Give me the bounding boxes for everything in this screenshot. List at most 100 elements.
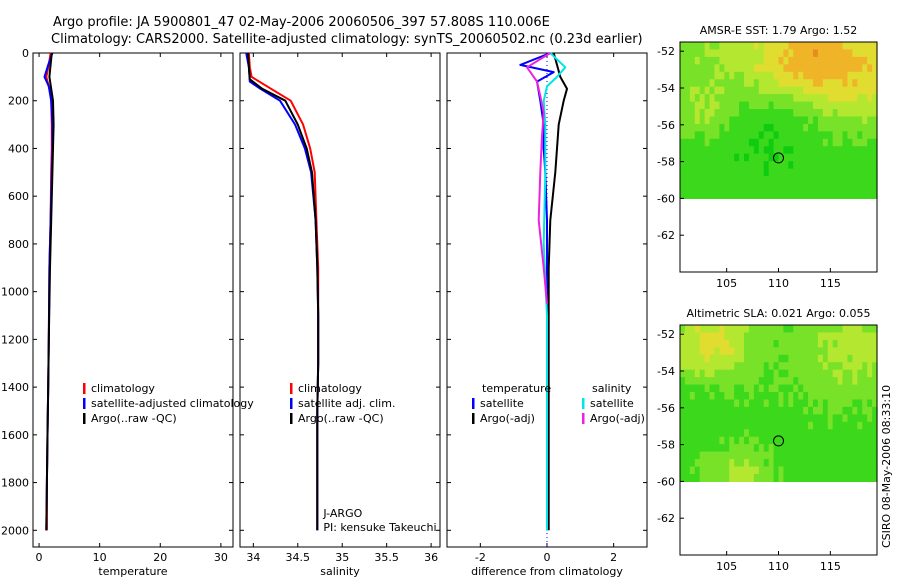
heatmap-cell <box>832 399 839 408</box>
heatmap-cell <box>862 406 868 415</box>
heatmap-cell <box>699 146 706 155</box>
heatmap-cell <box>837 138 844 147</box>
heatmap-cell <box>837 183 844 192</box>
heatmap-cell <box>783 451 789 460</box>
heatmap-cell <box>827 190 834 199</box>
heatmap-cell <box>694 64 701 73</box>
heatmap-cell <box>694 176 701 185</box>
heatmap-cell <box>852 123 858 132</box>
heatmap-cell <box>734 116 740 125</box>
heatmap-cell <box>798 429 804 438</box>
heatmap-cell <box>862 146 868 155</box>
heatmap-cell <box>812 429 819 438</box>
heatmap-cell <box>803 183 809 192</box>
heatmap-cell <box>847 161 853 170</box>
heatmap-cell <box>788 362 794 371</box>
heatmap-cell <box>689 183 696 192</box>
heatmap-cell <box>724 168 730 177</box>
heatmap-cell <box>847 168 853 177</box>
heatmap-cell <box>817 466 824 475</box>
heatmap-cell <box>714 369 720 378</box>
heatmap-cell <box>709 64 716 73</box>
heatmap-cell <box>793 109 799 118</box>
heatmap-cell <box>832 49 839 58</box>
heatmap-cell <box>783 406 789 415</box>
heatmap-cell <box>719 138 725 147</box>
heatmap-cell <box>827 399 834 408</box>
heatmap-cell <box>680 190 686 199</box>
heatmap-cell <box>857 161 863 170</box>
heatmap-cell <box>753 399 760 408</box>
heatmap-cell <box>827 347 834 356</box>
heatmap-cell <box>724 161 730 170</box>
heatmap-cell <box>808 101 814 110</box>
heatmap-cell <box>842 49 849 58</box>
heatmap-cell <box>862 325 868 334</box>
heatmap-cell <box>689 109 696 118</box>
heatmap-cell <box>748 153 755 162</box>
heatmap-cell <box>808 399 814 408</box>
heatmap-cell <box>872 325 878 334</box>
heatmap-cell <box>842 183 849 192</box>
heatmap-cell <box>872 399 878 408</box>
heatmap-cell <box>763 190 770 199</box>
heatmap-cell <box>867 451 873 460</box>
heatmap-cell <box>847 42 853 51</box>
heatmap-cell <box>734 325 740 334</box>
heatmap-cell <box>753 347 760 356</box>
heatmap-cell <box>753 354 760 363</box>
heatmap-cell <box>778 325 785 334</box>
heatmap-cell <box>788 109 794 118</box>
heatmap-cell <box>783 399 789 408</box>
heatmap-cell <box>793 94 799 103</box>
heatmap-cell <box>699 123 706 132</box>
heatmap-cell <box>822 79 829 88</box>
heatmap-cell <box>808 131 814 140</box>
heatmap-cell <box>734 392 740 401</box>
heatmap-cell <box>699 176 706 185</box>
heatmap-cell <box>857 183 863 192</box>
heatmap-cell <box>709 86 716 95</box>
heatmap-cell <box>768 123 775 132</box>
heatmap-cell <box>744 406 750 415</box>
heatmap-cell <box>699 369 706 378</box>
heatmap-cell <box>817 109 824 118</box>
heatmap-cell <box>704 354 711 363</box>
heatmap-cell <box>689 459 696 468</box>
heatmap-cell <box>748 123 755 132</box>
heatmap-cell <box>758 332 765 341</box>
heatmap-cell <box>753 332 760 341</box>
heatmap-cell <box>842 161 849 170</box>
heatmap-cell <box>739 131 745 140</box>
legend-label: satellite <box>480 397 524 410</box>
heatmap-cell <box>832 459 839 468</box>
heatmap-cell <box>714 71 720 80</box>
heatmap-cell <box>734 49 740 58</box>
heatmap-cell <box>862 101 868 110</box>
heatmap-cell <box>827 384 834 393</box>
heatmap-cell <box>689 161 696 170</box>
heatmap-cell <box>724 131 730 140</box>
heatmap-cell <box>748 466 755 475</box>
heatmap-cell <box>758 466 765 475</box>
heatmap-cell <box>763 354 770 363</box>
heatmap-cell <box>817 429 824 438</box>
heatmap-cell <box>684 459 691 468</box>
heatmap-cell <box>773 377 780 386</box>
heatmap-cell <box>689 42 696 51</box>
heatmap-cell <box>739 116 745 125</box>
heatmap-cell <box>680 421 686 430</box>
heatmap-cell <box>689 86 696 95</box>
pi-annotation: J-ARGO <box>322 507 362 520</box>
heatmap-cell <box>729 123 735 132</box>
heatmap-cell <box>748 384 755 393</box>
heatmap-cell <box>827 362 834 371</box>
series-line-0 <box>247 52 320 531</box>
heatmap-cell <box>768 94 775 103</box>
heatmap-cell <box>827 414 834 423</box>
heatmap-cell <box>709 332 716 341</box>
heatmap-cell <box>684 392 691 401</box>
heatmap-cell <box>852 101 858 110</box>
heatmap-cell <box>822 49 829 58</box>
heatmap-cell <box>852 71 858 80</box>
